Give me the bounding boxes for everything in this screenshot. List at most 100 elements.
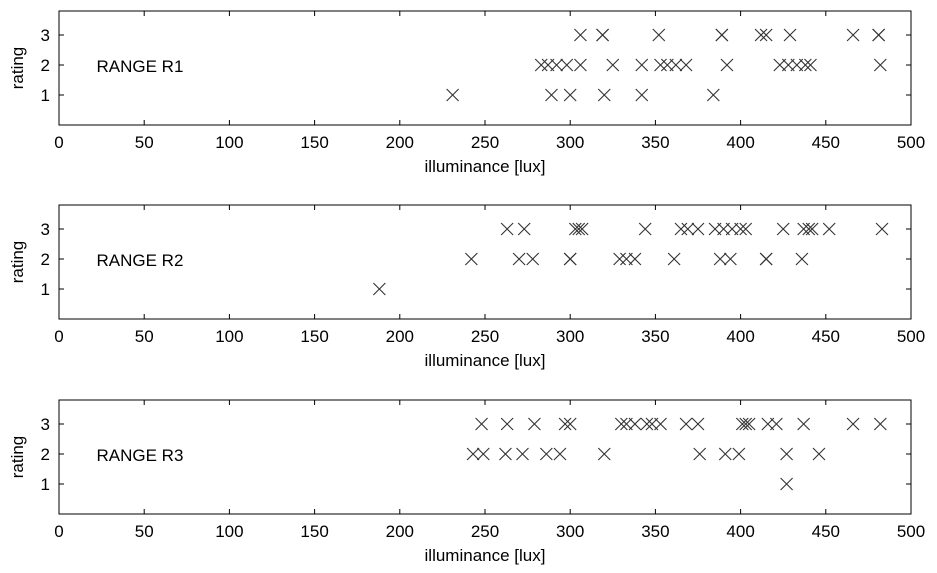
data-point: [732, 447, 746, 461]
data-point: [635, 88, 649, 102]
data-point: [597, 447, 611, 461]
data-point: [667, 252, 681, 266]
data-point: [797, 417, 811, 431]
data-point: [606, 58, 620, 72]
data-point: [798, 58, 812, 72]
data-point: [464, 252, 478, 266]
data-point: [596, 28, 609, 42]
data-point: [574, 58, 587, 72]
data-point: [769, 417, 783, 431]
data-point: [715, 28, 729, 42]
data-point: [822, 222, 836, 236]
data-point: [780, 477, 793, 491]
y-tick-label: 1: [41, 475, 50, 494]
x-tick-label: 100: [215, 133, 243, 152]
y-tick-label: 2: [41, 56, 50, 75]
data-point: [475, 417, 488, 431]
panel-annotation: RANGE R3: [96, 446, 183, 465]
data-point: [613, 252, 627, 266]
data-point: [652, 28, 666, 42]
data-point: [742, 417, 756, 431]
x-tick-label: 450: [812, 522, 840, 541]
data-point: [575, 222, 589, 236]
x-tick-label: 250: [471, 327, 499, 346]
data-point: [550, 58, 563, 72]
data-point: [812, 447, 826, 461]
data-point: [674, 222, 688, 236]
data-point: [563, 88, 577, 102]
data-point: [739, 222, 753, 236]
data-point: [654, 58, 667, 72]
data-point: [372, 282, 386, 296]
data-point: [635, 58, 649, 72]
x-tick-label: 400: [726, 327, 754, 346]
data-point: [545, 88, 558, 102]
x-tick-label: 300: [556, 327, 584, 346]
y-tick-label: 3: [41, 26, 50, 45]
x-tick-label: 400: [726, 522, 754, 541]
data-point: [780, 447, 793, 461]
panel-3: 0 50 100 150 200 250 300 350 400 450 500 1 2 3 illumin…: [8, 399, 925, 565]
x-tick-label: 350: [641, 522, 669, 541]
data-point: [499, 447, 512, 461]
y-tick-label: 1: [41, 280, 50, 299]
x-tick-label: 400: [726, 133, 754, 152]
data-point: [563, 252, 577, 266]
data-point: [563, 417, 577, 431]
data-point: [640, 417, 654, 431]
x-tick-label: 300: [556, 522, 584, 541]
data-point: [706, 88, 720, 102]
x-tick-label: 200: [386, 522, 414, 541]
data-point: [628, 417, 642, 431]
data-point: [783, 28, 797, 42]
data-point: [873, 417, 887, 431]
data-point: [873, 58, 887, 72]
data-point: [734, 222, 747, 236]
data-point: [446, 88, 460, 102]
panel-annotation: RANGE R2: [96, 251, 183, 270]
data-point: [691, 222, 705, 236]
data-point: [476, 447, 490, 461]
x-tick-label: 50: [135, 133, 154, 152]
data-point: [512, 252, 526, 266]
data-point: [754, 28, 768, 42]
x-tick-label: 0: [54, 522, 63, 541]
data-point: [723, 252, 737, 266]
y-tick-label: 2: [41, 445, 50, 464]
y-axis-label: rating: [8, 436, 27, 479]
y-tick-label: 3: [41, 415, 50, 434]
y-tick-label: 2: [41, 250, 50, 269]
x-tick-label: 200: [386, 133, 414, 152]
x-tick-label: 350: [641, 327, 669, 346]
data-point: [553, 447, 567, 461]
data-point: [528, 417, 541, 431]
data-point: [846, 417, 860, 431]
data-point: [720, 58, 734, 72]
data-point: [805, 222, 819, 236]
x-tick-label: 250: [471, 522, 499, 541]
x-tick-label: 500: [897, 133, 925, 152]
y-axis-label: rating: [8, 47, 27, 90]
data-point: [574, 28, 587, 42]
data-point: [759, 28, 773, 42]
panel-annotation: RANGE R1: [96, 57, 183, 76]
x-tick-label: 100: [215, 327, 243, 346]
data-point: [526, 252, 540, 266]
y-tick-label: 3: [41, 220, 50, 239]
data-point: [693, 447, 707, 461]
data-point: [597, 88, 611, 102]
data-point: [679, 417, 693, 431]
y-axis-label: rating: [8, 241, 27, 284]
x-axis-label: illuminance [lux]: [425, 546, 546, 565]
data-point: [534, 58, 548, 72]
data-point: [500, 222, 514, 236]
data-point: [795, 252, 809, 266]
data-point: [517, 222, 531, 236]
data-point: [718, 447, 732, 461]
x-tick-label: 150: [300, 133, 328, 152]
data-point: [804, 58, 817, 72]
panel-1: 0 50 100 150 200 250 300 350 400 450 500 1 2 3 illumin…: [8, 10, 925, 176]
data-point: [516, 447, 529, 461]
x-tick-label: 150: [300, 522, 328, 541]
